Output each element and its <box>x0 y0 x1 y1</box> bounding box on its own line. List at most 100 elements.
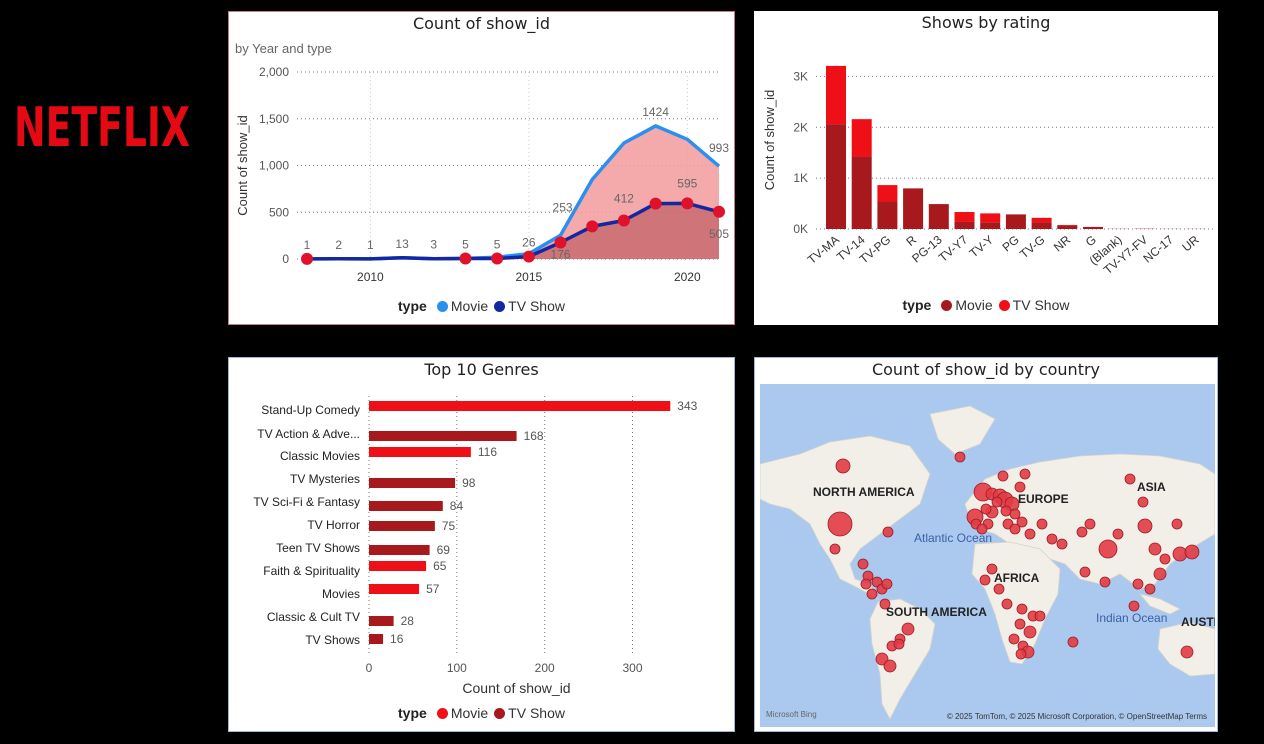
genre-bar <box>369 545 430 555</box>
y-axis-label: Count of show_id <box>235 115 250 215</box>
world-map-svg[interactable]: NORTH AMERICA EUROPE ASIA AFRICA SOUTH A… <box>760 384 1215 727</box>
x-tick-label: 2015 <box>515 270 542 284</box>
x-tick-label: PG-13 <box>909 232 945 265</box>
y-tick-label: 2K <box>793 120 808 134</box>
y-tick-label: 1,500 <box>259 112 289 126</box>
movie-bar <box>1057 225 1078 229</box>
y-tick-label: TV Action & Adve... <box>257 427 360 441</box>
x-tick-label: TV-MA <box>805 233 842 267</box>
tvshow-point <box>681 197 694 210</box>
data-label: 3 <box>430 238 437 252</box>
netflix-logo-text: NETFLIX <box>14 96 190 152</box>
tvshow-point <box>713 205 725 218</box>
movie-bar <box>851 156 872 229</box>
data-label: 65 <box>433 559 447 573</box>
x-tick-label: TV-Y7 <box>936 232 971 264</box>
movie-bar <box>903 188 924 229</box>
rating-chart-legend[interactable]: type Movie TV Show <box>754 297 1218 313</box>
x-tick-label: 100 <box>447 661 467 675</box>
data-label: 176 <box>551 248 571 262</box>
y-tick-label: Classic & Cult TV <box>267 610 360 624</box>
tvshow-area <box>307 203 719 259</box>
y-tick-label: TV Shows <box>305 633 360 647</box>
genres-chart-panel[interactable]: Top 10 Genres 0 100 200 300 Count of show_id… <box>228 357 735 732</box>
country-map-panel[interactable]: Count of show_id by country NORTH AMERIC… <box>754 357 1218 732</box>
legend-title: type <box>398 705 427 721</box>
map-attribution[interactable]: © 2025 TomTom, © 2025 Microsoft Corporat… <box>946 712 1207 721</box>
data-label: 5 <box>494 238 501 252</box>
data-label: 116 <box>478 445 497 459</box>
country-bubble <box>1159 553 1171 565</box>
country-bubble <box>879 598 891 610</box>
data-label: 595 <box>677 176 697 190</box>
y-tick-label: TV Horror <box>307 518 360 532</box>
country-bubble <box>1014 481 1026 493</box>
movie-bar <box>954 221 975 229</box>
country-bubble <box>1014 618 1026 630</box>
y-tick-label: Teen TV Shows <box>276 541 360 555</box>
country-bubble <box>954 451 966 463</box>
label-south-america: SOUTH AMERICA <box>886 605 987 619</box>
label-indian-ocean: Indian Ocean <box>1096 611 1167 625</box>
legend-tvshow-label: TV Show <box>508 298 565 314</box>
country-bubble <box>881 578 893 590</box>
country-bubble <box>1016 516 1028 528</box>
country-bubble <box>1036 518 1048 530</box>
bing-attribution[interactable]: Microsoft Bing <box>766 710 817 719</box>
legend-tvshow-dot <box>998 300 1010 311</box>
country-bubble <box>1056 538 1068 550</box>
country-bubble <box>1124 473 1136 485</box>
country-bubble <box>829 543 841 555</box>
tvshow-point <box>617 214 630 227</box>
world-map[interactable]: NORTH AMERICA EUROPE ASIA AFRICA SOUTH A… <box>760 384 1215 727</box>
data-label: 1424 <box>642 105 669 119</box>
x-tick-label: R <box>903 232 919 249</box>
genres-chart-title: Top 10 Genres <box>424 360 539 379</box>
country-bubble <box>1112 528 1124 540</box>
country-bubble <box>1034 610 1046 622</box>
country-bubble <box>1000 505 1012 517</box>
label-north-america: NORTH AMERICA <box>813 485 915 499</box>
x-tick-label: TV-G <box>1017 233 1047 262</box>
x-tick-label: UR <box>1179 232 1202 254</box>
map-title: Count of show_id by country <box>871 360 1101 379</box>
x-tick-label: G <box>1083 233 1099 250</box>
data-label: 98 <box>462 476 476 490</box>
data-label: 1 <box>367 238 374 252</box>
data-label: 69 <box>437 543 451 557</box>
genre-bar <box>369 401 671 411</box>
year-chart-legend[interactable]: type Movie TV Show <box>229 298 734 314</box>
rating-chart-panel[interactable]: Shows by rating 0K 1K 2K 3K Count of show_id… <box>754 11 1218 325</box>
country-bubble <box>997 470 1009 482</box>
x-tick-label: 2020 <box>674 270 701 284</box>
movie-bar <box>877 201 898 229</box>
genres-chart-legend[interactable]: type Movie TV Show <box>229 705 734 721</box>
year-type-chart-panel[interactable]: Count of show_id by Year and type 0 500 1,… <box>228 11 735 325</box>
x-tick-label: NR <box>1051 232 1074 254</box>
year-chart-title: Count of show_id <box>412 14 551 33</box>
data-label: 993 <box>709 141 729 155</box>
y-tick-label: 2,000 <box>259 65 289 79</box>
country-bubble <box>1137 518 1153 534</box>
genres-chart-svg[interactable]: 0 100 200 300 Count of show_id 343 Stand-Up Co… <box>229 358 734 731</box>
legend-movie-label: Movie <box>450 298 489 314</box>
country-bubble <box>1184 544 1200 560</box>
genre-bar <box>369 447 471 457</box>
y-tick-label: 3K <box>793 69 808 83</box>
country-bubble <box>1019 468 1031 480</box>
data-label: 1 <box>304 238 311 252</box>
country-bubble <box>1024 528 1036 540</box>
country-bubble <box>1153 567 1167 581</box>
tvshow-bar <box>826 65 846 125</box>
legend-title: type <box>902 297 932 313</box>
country-bubble <box>1015 648 1027 660</box>
country-bubble <box>1009 508 1021 520</box>
country-bubble <box>1046 533 1058 545</box>
legend-movie-dot <box>941 300 953 311</box>
country-bubble <box>882 526 894 538</box>
x-tick-label: 200 <box>535 661 555 675</box>
data-label: 253 <box>553 200 573 214</box>
legend-title: type <box>398 298 427 314</box>
